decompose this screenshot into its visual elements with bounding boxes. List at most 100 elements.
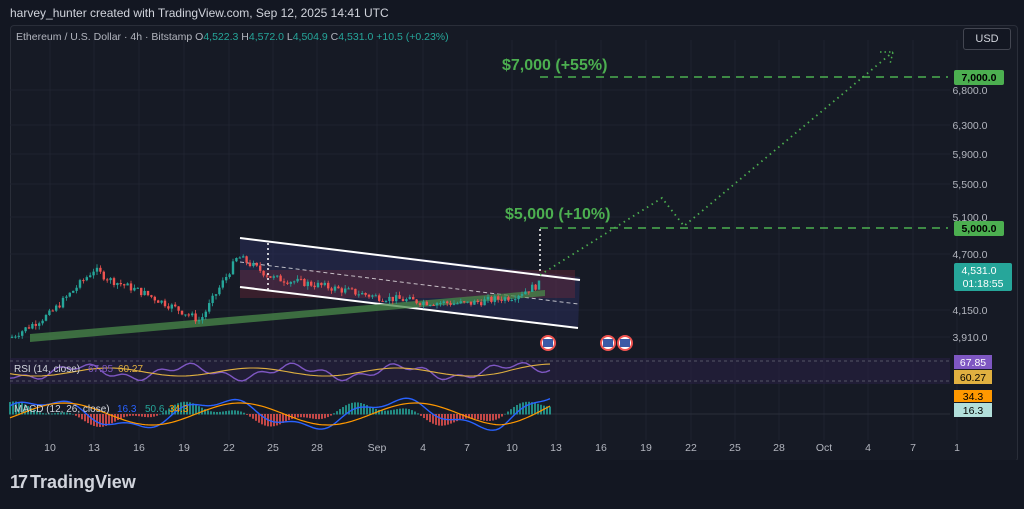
macd-bar [243, 412, 245, 415]
chart-canvas[interactable]: $7,000 (+55%) $5,000 (+10%) RSI (14, clo… [0, 0, 1024, 460]
macd-signal-line [9, 402, 551, 426]
candle-body [313, 285, 316, 288]
macd-bar [87, 414, 89, 424]
candle-body [531, 284, 534, 292]
candle-body [405, 299, 408, 302]
candle-body [425, 301, 428, 306]
change-value: +10.5 (+0.23%) [376, 31, 449, 43]
candle-body [24, 327, 27, 332]
macd-bar [15, 401, 17, 415]
candle-body [534, 284, 537, 290]
candle-body [286, 282, 289, 284]
open-value: 4,522.3 [203, 31, 239, 43]
time-tick-label: 19 [640, 442, 652, 454]
candle-body [265, 275, 269, 277]
event-flag-icon[interactable] [540, 335, 556, 351]
candle-body [293, 281, 296, 283]
open-label: O [195, 31, 204, 43]
time-tick-label: 13 [88, 442, 100, 454]
macd-bar [54, 413, 56, 415]
price-tick-label: 4,150.0 [952, 305, 987, 317]
macd-bar [234, 410, 236, 415]
macd-bar [348, 403, 350, 415]
macd-bar [231, 410, 233, 415]
macd-bar [78, 414, 80, 418]
rsi-tag: 67.85 60.27 [954, 355, 992, 384]
candle-body [177, 306, 180, 311]
last-price-tag: 4,531.0 01:18:55 [954, 263, 1012, 291]
candle-body [422, 301, 425, 306]
currency-button[interactable]: USD [963, 28, 1011, 50]
macd-bar [429, 414, 431, 423]
candle-body [85, 277, 88, 281]
macd-bar [543, 405, 545, 415]
candle-body [27, 327, 31, 329]
candle-body [391, 296, 394, 302]
candle-body [276, 275, 279, 277]
chart-panel[interactable] [10, 25, 1018, 462]
macd-bar [30, 407, 32, 415]
candle-body [330, 288, 333, 291]
event-flag-icon[interactable] [617, 335, 633, 351]
macd-bar [57, 412, 59, 415]
macd-bar [294, 414, 296, 418]
candle-body [537, 280, 541, 290]
macd-bar [12, 401, 14, 415]
candle-body [106, 279, 109, 281]
candle-body [327, 282, 330, 289]
candle-body [282, 281, 286, 283]
candle-body [41, 320, 44, 324]
macd-bar [111, 414, 113, 424]
attribution-bar: harvey_hunter created with TradingView.c… [0, 0, 1024, 26]
candle-body [415, 299, 418, 304]
candle-body [167, 306, 170, 309]
macd-bar [63, 412, 65, 415]
macd-bar [351, 402, 353, 415]
candle-body [10, 336, 14, 338]
macd-bar [498, 414, 500, 419]
candle-body [466, 301, 469, 303]
candle-body [92, 271, 95, 276]
macd-bar [186, 401, 188, 415]
candle-body [180, 310, 184, 315]
macd-bar [144, 414, 146, 418]
macd-bar [261, 414, 263, 425]
time-tick-label: 16 [133, 442, 145, 454]
candle-body [503, 297, 507, 301]
candle-body [316, 282, 320, 288]
candle-body [476, 300, 479, 303]
channel-upper-line [239, 237, 581, 281]
macd-bar [324, 414, 326, 419]
candlestick-series [10, 254, 541, 339]
macd-bar [534, 402, 536, 415]
candle-body [116, 283, 119, 286]
time-axis[interactable]: 10 13 16 19 22 25 28 Sep 4 7 10 13 16 19 22 25 28 Oct 4 7 1 [44, 442, 960, 454]
macd-bar [360, 403, 362, 415]
candle-body [418, 303, 422, 306]
candle-body [51, 310, 54, 312]
candle-body [510, 300, 513, 302]
macd-bar [327, 414, 329, 418]
macd-bar [135, 414, 137, 416]
target-5000-label: $5,000 (+10%) [505, 206, 610, 223]
macd-bar [537, 403, 539, 415]
price-tick-label: 6,300.0 [952, 120, 987, 132]
event-flag-icon[interactable] [600, 335, 616, 351]
candle-body [500, 299, 503, 301]
tradingview-logo[interactable]: 17 TradingView [10, 472, 136, 493]
time-tick-label: 7 [910, 442, 916, 454]
macd-bar [147, 414, 149, 418]
candle-body [347, 288, 350, 290]
rsi-band [10, 358, 950, 384]
macd-bar [450, 414, 452, 424]
svg-text:4,531.0: 4,531.0 [961, 265, 996, 277]
high-value: 4,572.0 [248, 31, 284, 43]
price-axis[interactable]: 6,800.06,300.05,900.05,500.05,100.04,700… [952, 85, 987, 344]
macd-bar [372, 407, 374, 415]
macd-bar [171, 406, 173, 415]
candle-body [333, 286, 337, 291]
candle-body [174, 304, 177, 307]
macd-bar [408, 409, 410, 415]
macd-bar [336, 411, 338, 415]
candle-body [82, 280, 85, 282]
